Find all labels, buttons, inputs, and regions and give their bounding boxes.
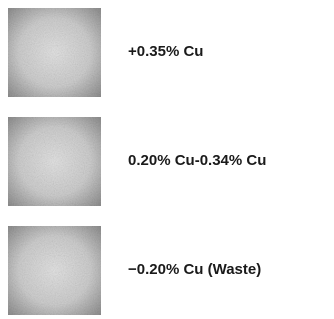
page: {"legend": {"items": [ {"label": "+0.35%… <box>0 0 334 319</box>
legend-swatch <box>8 226 101 315</box>
legend: +0.35% Cu 0.20% Cu-0.34% Cu −0.20% Cu (Was… <box>0 0 334 319</box>
legend-swatch <box>8 117 101 206</box>
legend-item: 0.20% Cu-0.34% Cu <box>8 117 266 206</box>
legend-items: +0.35% Cu 0.20% Cu-0.34% Cu −0.20% Cu (Was… <box>8 8 266 315</box>
legend-label: 0.20% Cu-0.34% Cu <box>128 152 266 169</box>
legend-swatch <box>8 8 101 97</box>
legend-label: +0.35% Cu <box>128 43 203 60</box>
legend-label: −0.20% Cu (Waste) <box>128 261 261 278</box>
legend-item: +0.35% Cu <box>8 8 203 97</box>
legend-item: −0.20% Cu (Waste) <box>8 226 261 315</box>
